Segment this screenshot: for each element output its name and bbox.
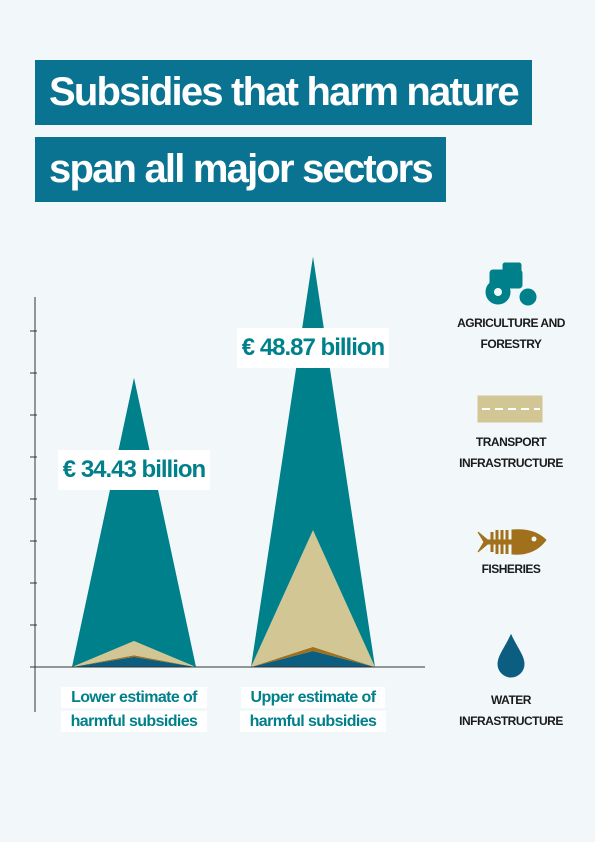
stack-segment [251, 646, 375, 667]
legend-icon-drop [497, 633, 525, 678]
category-label: Lower estimate of harmful subsidies [59, 686, 209, 734]
title-line: Subsidies that harm nature [35, 60, 532, 125]
total-label: € 48.87 billion [237, 328, 389, 369]
legend-label: TRANSPORT INFRASTRUCTURE [459, 435, 563, 470]
stack-segment [251, 651, 375, 667]
title-line: span all major sectors [35, 137, 446, 202]
stack-segment [72, 640, 196, 667]
legend-label: FISHERIES [481, 562, 541, 576]
stack-segment [72, 656, 196, 667]
legend-icon-tractor [485, 262, 537, 306]
total-label: € 34.43 billion [58, 449, 210, 490]
legend-icon-fish [477, 529, 547, 555]
category-label-text: Upper estimate of harmful subsidies [239, 687, 387, 732]
category-label-text: Lower estimate of harmful subsidies [60, 687, 208, 732]
stack-segment [251, 256, 375, 667]
legend-label: AGRICULTURE AND FORESTRY [457, 316, 565, 351]
stack-segment [72, 377, 196, 667]
legend-icon-road [477, 395, 543, 423]
category-label: Upper estimate of harmful subsidies [238, 686, 388, 734]
stack-segment [251, 530, 375, 667]
legend-label: WATER INFRASTRUCTURE [459, 693, 563, 728]
